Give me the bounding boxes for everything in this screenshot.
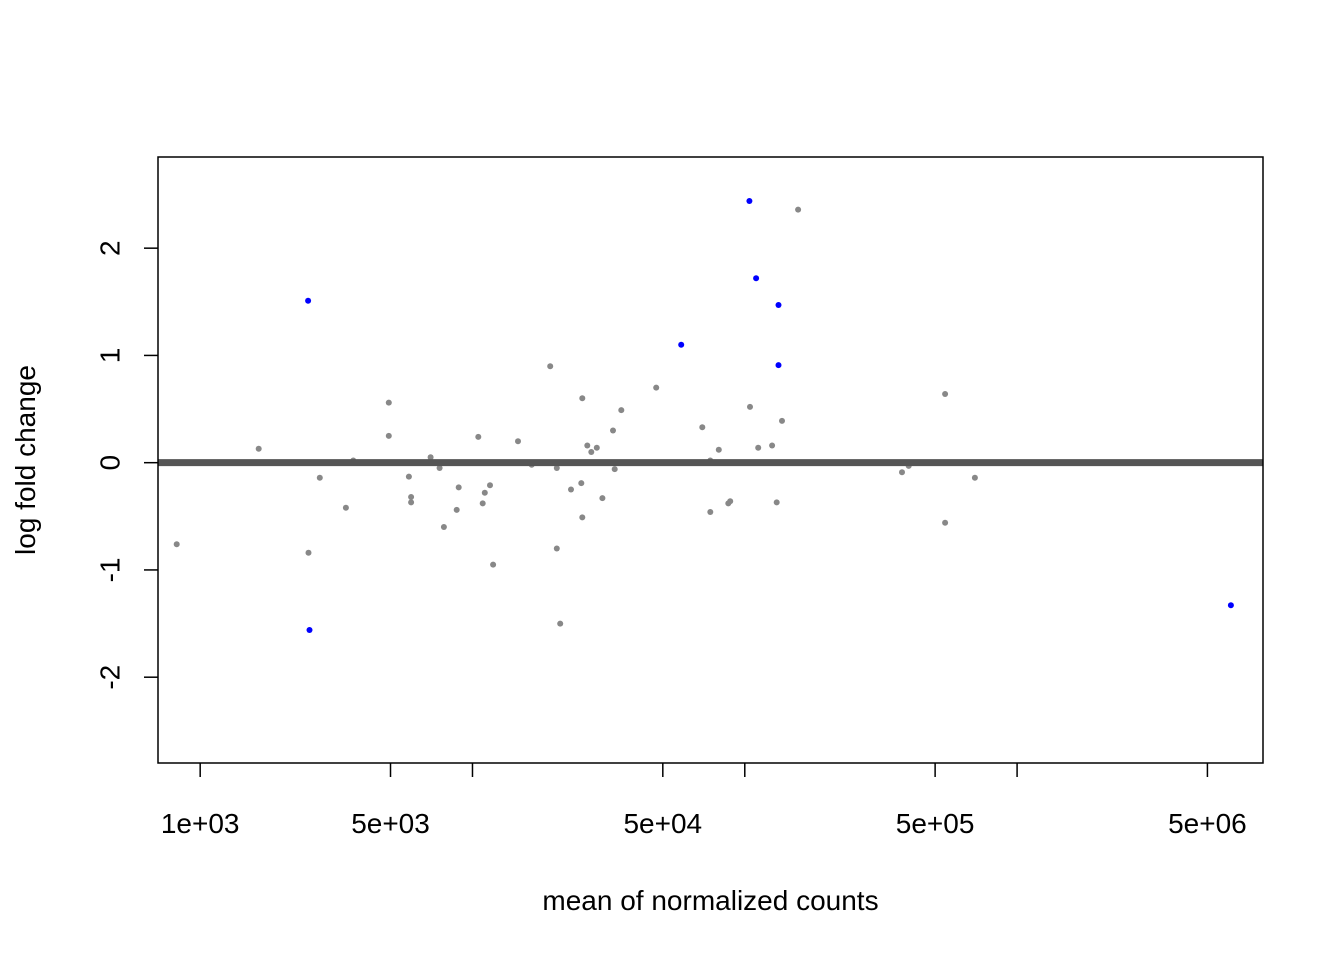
- significant-point: [306, 627, 313, 633]
- data-point: [715, 446, 722, 453]
- data-point: [611, 466, 618, 473]
- data-point: [727, 498, 734, 505]
- data-point: [479, 500, 486, 507]
- significant-point: [753, 275, 760, 282]
- y-tick-label: 0: [94, 455, 125, 471]
- x-tick-label: 5e+03: [351, 808, 430, 839]
- data-point: [699, 424, 706, 431]
- data-point: [557, 620, 564, 627]
- data-point: [481, 489, 488, 496]
- plot-frame: [157, 156, 1264, 764]
- data-point: [971, 474, 978, 481]
- data-point: [436, 465, 443, 471]
- significant-point: [305, 297, 312, 304]
- y-axis: -2 -1 0 1 2: [94, 240, 158, 690]
- data-points: [173, 198, 1234, 633]
- data-point: [653, 384, 660, 391]
- data-point: [899, 469, 905, 476]
- data-point: [440, 524, 447, 530]
- data-point: [610, 427, 616, 434]
- data-point: [942, 391, 949, 397]
- data-point: [795, 206, 802, 213]
- data-point: [255, 445, 262, 452]
- data-point: [568, 486, 574, 493]
- significant-point: [775, 302, 782, 308]
- x-axis: 1e+03 5e+03 5e+04 5e+05 5e+06: [161, 763, 1247, 839]
- data-point: [475, 433, 482, 440]
- data-point: [578, 480, 585, 487]
- data-point: [385, 432, 392, 439]
- y-tick-label: -1: [94, 557, 125, 582]
- data-point: [408, 494, 415, 500]
- data-point: [408, 499, 415, 506]
- data-point: [755, 444, 762, 451]
- data-point: [316, 474, 323, 481]
- data-point: [769, 442, 776, 449]
- x-axis-label: mean of normalized counts: [542, 885, 878, 916]
- data-point: [553, 545, 560, 552]
- data-point: [490, 561, 497, 568]
- data-point: [779, 417, 785, 424]
- y-tick-label: 1: [94, 348, 125, 364]
- data-point: [773, 499, 780, 506]
- data-point: [747, 403, 753, 410]
- x-tick-label: 5e+04: [623, 808, 702, 839]
- y-axis-label: log fold change: [10, 365, 41, 555]
- data-point: [547, 363, 554, 370]
- data-point: [305, 549, 312, 556]
- data-point: [427, 454, 434, 461]
- x-tick-label: 1e+03: [161, 808, 240, 839]
- data-point: [579, 514, 586, 521]
- x-tick-label: 5e+06: [1168, 808, 1247, 839]
- data-point: [579, 395, 586, 402]
- data-point: [515, 438, 521, 445]
- y-tick-label: -2: [94, 665, 125, 690]
- data-point: [588, 449, 595, 455]
- data-point: [455, 484, 462, 491]
- data-point: [342, 504, 349, 511]
- data-point: [173, 541, 180, 548]
- x-tick-label: 5e+05: [896, 808, 975, 839]
- data-point: [553, 465, 560, 471]
- data-point: [385, 399, 392, 406]
- data-point: [593, 444, 600, 451]
- significant-point: [678, 341, 685, 348]
- data-point: [599, 495, 606, 502]
- y-tick-label: 2: [94, 240, 125, 256]
- data-point: [453, 506, 460, 513]
- data-point: [487, 482, 493, 489]
- significant-point: [746, 198, 753, 204]
- data-point: [942, 519, 949, 526]
- data-point: [707, 509, 714, 515]
- data-point: [405, 473, 412, 480]
- data-point: [618, 407, 625, 414]
- significant-point: [775, 362, 782, 369]
- data-point: [584, 442, 591, 449]
- significant-point: [1227, 602, 1234, 609]
